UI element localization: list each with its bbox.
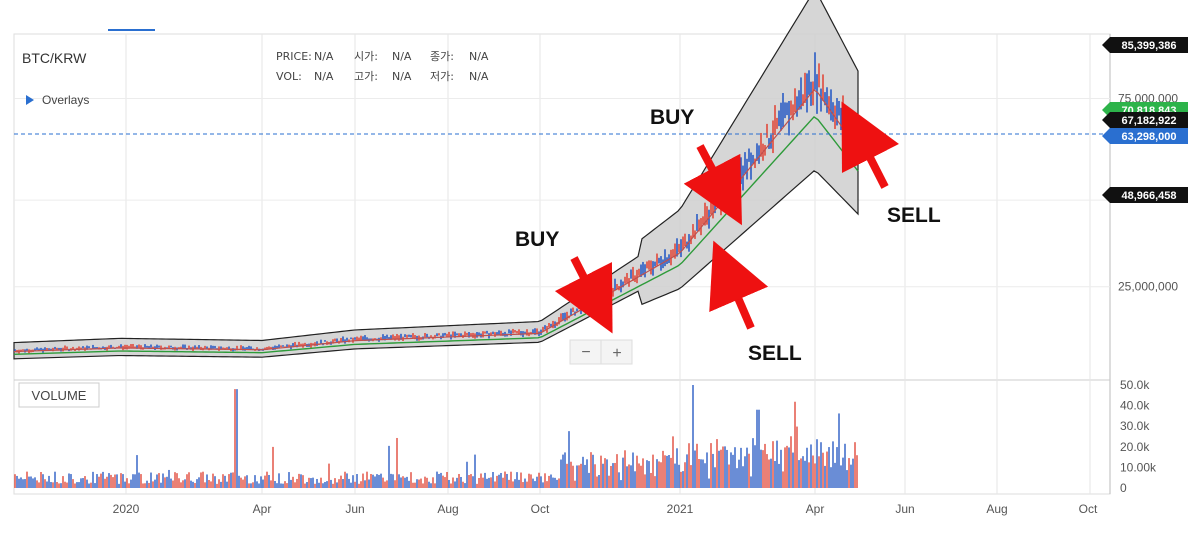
bollinger-band — [13, 0, 859, 360]
overlays-toggle-icon[interactable] — [26, 95, 34, 105]
open-value: N/A — [392, 50, 412, 63]
high-value: N/A — [392, 70, 412, 83]
time-axis-label: Aug — [437, 502, 458, 516]
sell-arrow-1 — [709, 240, 769, 330]
low-value: N/A — [469, 70, 489, 83]
price-axis-ticks: 75,000,000 25,000,000 — [1118, 91, 1178, 293]
high-label: 고가: — [354, 70, 378, 83]
volume-bars — [14, 385, 858, 488]
vol-label: VOL: — [276, 70, 302, 83]
low-label: 저가: — [430, 70, 454, 83]
volume-axis-label: 0 — [1120, 481, 1127, 495]
price-tags: 85,399,38670,818,84367,182,92263,298,000… — [1102, 37, 1188, 203]
price-tag-bg — [1102, 112, 1188, 128]
price-tag-bg — [1102, 37, 1188, 53]
price-axis-label: 75,000,000 — [1118, 91, 1178, 105]
sell-annotation-lower: SELL — [748, 342, 802, 365]
zoom-controls: − + — [569, 339, 633, 365]
price-label: PRICE: — [276, 50, 312, 63]
price-tag-text: 63,298,000 — [1121, 131, 1176, 143]
buy-arrow-1 — [683, 144, 742, 226]
volume-axis-label: 40.0k — [1120, 399, 1150, 413]
zoom-out-button[interactable]: − — [581, 344, 590, 361]
overlays-button[interactable]: Overlays — [42, 93, 89, 107]
time-axis-label: Oct — [531, 502, 550, 516]
volume-axis-label: 20.0k — [1120, 440, 1150, 454]
time-axis-label: Jun — [895, 502, 914, 516]
price-tag-text: 85,399,386 — [1121, 40, 1176, 52]
zoom-in-button[interactable]: + — [612, 345, 621, 362]
volume-label: VOLUME — [32, 388, 87, 403]
time-axis-label: Apr — [253, 502, 272, 516]
sell-arrow-2 — [841, 101, 900, 189]
close-value: N/A — [469, 50, 489, 63]
sell-annotation-right: SELL — [887, 204, 941, 227]
volume-axis-ticks: 50.0k 40.0k 30.0k 20.0k 10.00k 0 — [1120, 378, 1157, 495]
symbol-label: BTC/KRW — [22, 50, 87, 66]
trade-annotations: BUY SELL BUY SELL — [515, 101, 941, 365]
time-axis-label: Aug — [986, 502, 1007, 516]
price-tag-text: 48,966,458 — [1121, 190, 1176, 202]
bollinger-area — [13, 0, 859, 360]
time-axis-label: 2021 — [667, 502, 694, 516]
buy-arrow-2 — [554, 256, 613, 334]
time-axis-label: Oct — [1079, 502, 1098, 516]
volume-axis-label: 30.0k — [1120, 419, 1150, 433]
vol-value: N/A — [314, 70, 334, 83]
price-tag-bg — [1102, 187, 1188, 203]
price-value: N/A — [314, 50, 334, 63]
grid-vertical — [125, 34, 1091, 494]
price-tag-text: 67,182,922 — [1121, 115, 1176, 127]
price-axis-label: 25,000,000 — [1118, 280, 1178, 294]
time-axis-label: 2020 — [113, 502, 140, 516]
close-label: 종가: — [430, 50, 454, 63]
time-axis-label: Jun — [345, 502, 364, 516]
open-label: 시가: — [354, 50, 378, 63]
time-axis-label: Apr — [806, 502, 825, 516]
buy-annotation-lower: BUY — [515, 228, 559, 251]
price-tag-bg — [1102, 128, 1188, 144]
volume-axis-label: 50.0k — [1120, 378, 1150, 392]
time-axis-ticks: 2020 Apr Jun Aug Oct 2021 Apr Jun Aug Oct — [113, 502, 1098, 516]
volume-axis-label: 10.00k — [1120, 460, 1157, 474]
buy-annotation-upper: BUY — [650, 106, 694, 129]
